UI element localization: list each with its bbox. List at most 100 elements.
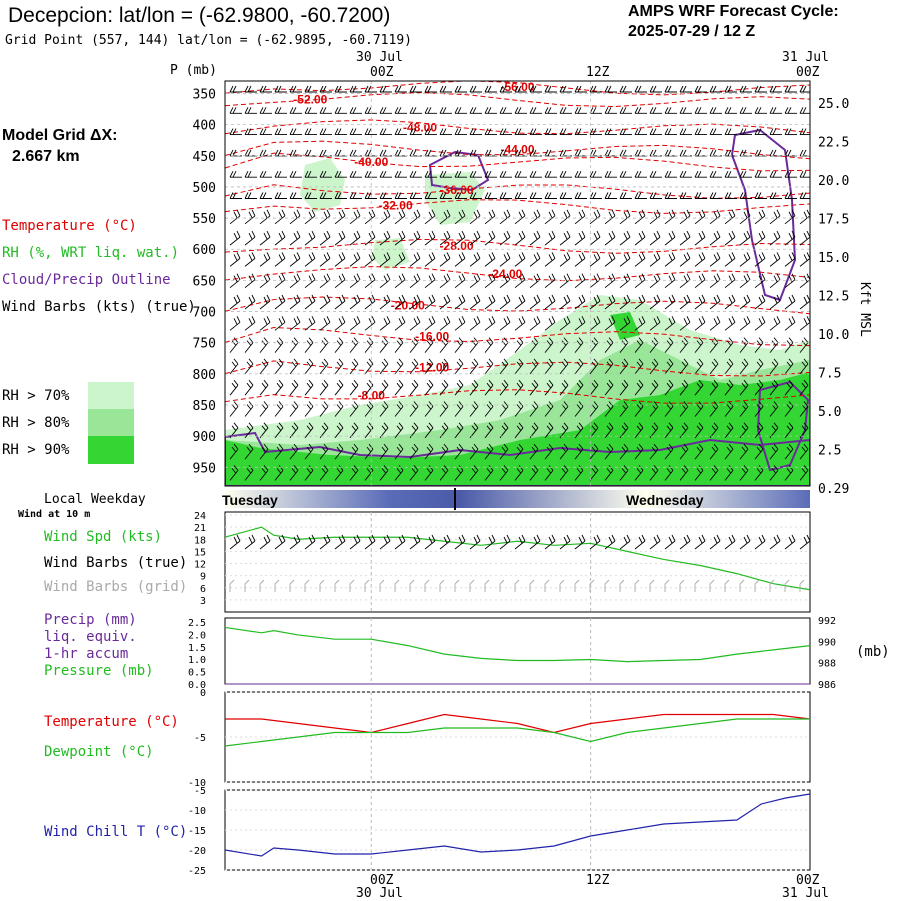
- wind-barb: [604, 128, 617, 136]
- wind-barb: [514, 443, 524, 460]
- wind-barb: [304, 316, 316, 331]
- wind-barb: [694, 128, 707, 136]
- grid-wind-barb: [259, 579, 265, 592]
- wind-barb: [739, 358, 749, 375]
- wind-barb: [349, 443, 359, 460]
- grid-wind-barb: [559, 579, 565, 592]
- height-tick-label: 5.0: [818, 405, 841, 420]
- wind-barb: [544, 209, 556, 225]
- surface-wind-barb: [739, 534, 751, 550]
- wind-barb: [499, 230, 511, 246]
- wind-barb: [229, 170, 242, 178]
- wind-barb: [514, 252, 526, 267]
- wind-barb: [619, 230, 631, 246]
- wind-barb: [784, 465, 794, 481]
- wind-barb: [724, 422, 734, 439]
- wind-barb: [799, 230, 810, 246]
- wind-barb: [799, 337, 809, 353]
- wind-barb: [439, 107, 452, 114]
- wind-barb: [424, 192, 437, 199]
- wind-barb: [274, 358, 284, 375]
- wind-barb: [709, 230, 721, 246]
- wind-barb: [604, 85, 617, 93]
- wind-barb: [559, 170, 572, 178]
- wind-barb: [364, 294, 376, 310]
- wind-barb: [484, 85, 497, 93]
- wind-barb: [799, 443, 809, 460]
- surface-wind-barb: [439, 534, 451, 550]
- wind-barb: [229, 128, 242, 136]
- wind-barb: [559, 379, 569, 396]
- grid-wind-barb: [469, 579, 475, 592]
- wind-barb: [394, 170, 407, 178]
- wind-barb: [574, 128, 587, 136]
- wind-barb: [349, 230, 361, 246]
- wind-barb: [739, 252, 751, 267]
- wind-barb: [529, 85, 542, 93]
- wind-barb: [724, 128, 737, 136]
- swatch-rh90: [88, 436, 134, 464]
- wind-barb: [784, 230, 796, 246]
- wind-barb: [589, 252, 601, 267]
- wind-barb: [379, 209, 391, 225]
- wind-barb: [349, 379, 359, 396]
- wind-barb: [349, 170, 362, 178]
- wind-barb: [754, 401, 764, 417]
- surface-wind-barb: [709, 534, 721, 550]
- wind-barb: [634, 294, 646, 310]
- wind-barb: [469, 443, 479, 460]
- wind-barb: [634, 379, 644, 396]
- wind-barb: [589, 192, 602, 199]
- subpanel-grid: [225, 512, 810, 871]
- wind-barb: [409, 337, 419, 353]
- wind-barb: [694, 422, 704, 439]
- wind-barb: [769, 294, 781, 310]
- grid-wind-barb: [799, 579, 805, 592]
- wind-barb: [319, 170, 332, 178]
- wind-barb: [334, 379, 344, 396]
- wind-barb: [304, 107, 317, 114]
- wind-barb: [454, 443, 464, 460]
- wind-barb: [799, 465, 809, 481]
- wind-barb: [289, 209, 301, 225]
- wind-barb: [349, 107, 362, 114]
- wind-barb: [514, 379, 524, 396]
- wind-barb: [334, 294, 346, 310]
- wind-barb: [649, 230, 661, 246]
- wind-barb: [514, 337, 524, 353]
- wind-barb: [799, 192, 810, 199]
- windchill-tick-label: -25: [188, 866, 206, 877]
- wind-barb: [769, 149, 782, 157]
- height-tick-label: 10.0: [818, 328, 849, 343]
- height-tick-label: 17.5: [818, 213, 849, 228]
- wind-barb: [244, 107, 257, 114]
- wind-barb: [589, 230, 601, 246]
- surface-wind-barbs: [229, 534, 811, 592]
- surface-wind-barb: [319, 534, 331, 550]
- wind-barb: [514, 192, 527, 199]
- surface-wind-barb: [499, 534, 511, 550]
- wind-barb: [259, 337, 269, 353]
- wind-barb: [589, 107, 602, 114]
- wind-barb: [274, 128, 287, 136]
- wind-barb: [259, 230, 271, 246]
- wind-barb: [754, 209, 766, 225]
- wind-barb: [484, 252, 496, 267]
- wind-barb: [409, 107, 422, 114]
- wind-barb: [649, 149, 662, 157]
- wind-barb: [484, 379, 494, 396]
- surface-wind-barb: [619, 534, 631, 550]
- wind-barb: [574, 379, 584, 396]
- wind-barb: [259, 209, 271, 225]
- wind-barb: [274, 316, 286, 331]
- temperature-contour-label: -52.00: [293, 93, 327, 107]
- wind-barb: [724, 209, 736, 225]
- wind-barb: [424, 209, 436, 225]
- surface-wind-barb: [454, 534, 466, 550]
- wind-barb: [484, 337, 494, 353]
- wind-barb: [589, 128, 602, 136]
- wind-barb: [649, 443, 659, 460]
- series-lines: [224, 526, 811, 857]
- wind-barb: [694, 107, 707, 114]
- wind-barb: [589, 273, 601, 289]
